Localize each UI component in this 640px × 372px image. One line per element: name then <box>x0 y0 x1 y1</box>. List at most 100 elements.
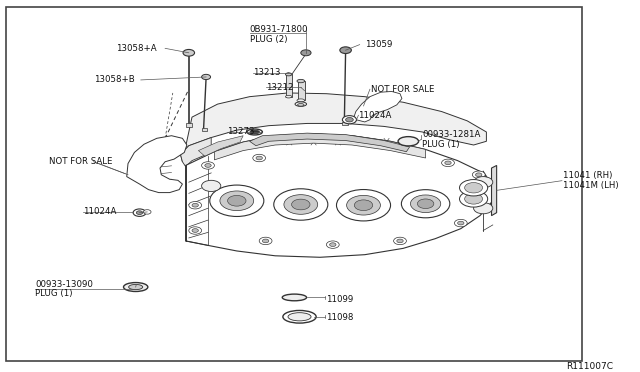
Text: 11041 (RH): 11041 (RH) <box>563 171 612 180</box>
Text: 11024A: 11024A <box>358 111 392 120</box>
Polygon shape <box>180 93 486 162</box>
Ellipse shape <box>285 73 292 76</box>
Circle shape <box>476 173 482 177</box>
Circle shape <box>292 199 310 210</box>
Ellipse shape <box>293 315 306 319</box>
Ellipse shape <box>285 95 292 98</box>
Circle shape <box>454 219 467 227</box>
Polygon shape <box>286 74 292 97</box>
Circle shape <box>143 210 151 214</box>
Circle shape <box>189 227 202 234</box>
Text: 13058+B: 13058+B <box>93 76 134 84</box>
Circle shape <box>301 50 311 56</box>
Text: 00933-13090: 00933-13090 <box>35 280 93 289</box>
Circle shape <box>346 118 353 122</box>
Text: 00933-1281A: 00933-1281A <box>422 130 481 139</box>
Circle shape <box>133 209 146 217</box>
Polygon shape <box>492 166 497 216</box>
Circle shape <box>330 243 336 247</box>
Polygon shape <box>342 122 348 125</box>
Text: R111007C: R111007C <box>566 362 613 371</box>
Circle shape <box>192 229 198 232</box>
Text: 11041M (LH): 11041M (LH) <box>563 182 619 190</box>
Ellipse shape <box>298 103 304 106</box>
Text: 11098: 11098 <box>326 313 354 323</box>
Text: 13059: 13059 <box>365 40 392 49</box>
Circle shape <box>465 194 483 204</box>
Circle shape <box>262 239 269 243</box>
Circle shape <box>220 191 253 211</box>
Circle shape <box>417 199 434 209</box>
Ellipse shape <box>398 137 419 146</box>
Circle shape <box>202 74 211 80</box>
Polygon shape <box>353 92 402 122</box>
Circle shape <box>192 203 198 207</box>
Circle shape <box>474 177 493 188</box>
Circle shape <box>259 237 272 245</box>
Ellipse shape <box>283 311 316 323</box>
Text: 11024A: 11024A <box>83 208 116 217</box>
Text: 13058+A: 13058+A <box>116 44 157 53</box>
Ellipse shape <box>297 99 305 102</box>
Text: NOT FOR SALE: NOT FOR SALE <box>49 157 112 166</box>
Text: PLUG (1): PLUG (1) <box>35 289 73 298</box>
Polygon shape <box>202 128 207 131</box>
Circle shape <box>460 180 488 196</box>
Circle shape <box>189 202 202 209</box>
Circle shape <box>183 49 195 56</box>
Ellipse shape <box>250 130 260 134</box>
Polygon shape <box>214 134 426 160</box>
Text: 13213: 13213 <box>253 68 280 77</box>
Circle shape <box>347 195 380 215</box>
Circle shape <box>136 211 143 215</box>
Ellipse shape <box>288 313 311 321</box>
Circle shape <box>202 162 214 169</box>
Text: 0B931-71800: 0B931-71800 <box>250 25 308 34</box>
Circle shape <box>253 154 266 162</box>
Text: 13212: 13212 <box>266 83 293 92</box>
Circle shape <box>228 195 246 206</box>
Circle shape <box>284 195 317 214</box>
Circle shape <box>340 47 351 54</box>
Text: 13273: 13273 <box>227 128 255 137</box>
Polygon shape <box>186 124 192 127</box>
Circle shape <box>460 191 488 207</box>
Circle shape <box>458 221 464 225</box>
Circle shape <box>256 156 262 160</box>
Polygon shape <box>198 136 243 156</box>
Ellipse shape <box>295 102 307 106</box>
Circle shape <box>445 161 451 165</box>
Circle shape <box>476 196 482 200</box>
Ellipse shape <box>124 283 148 292</box>
Circle shape <box>205 164 211 167</box>
Circle shape <box>410 195 441 212</box>
Circle shape <box>342 116 356 124</box>
Polygon shape <box>186 134 493 257</box>
Circle shape <box>472 171 485 179</box>
Text: 11099: 11099 <box>326 295 354 304</box>
Circle shape <box>474 203 493 214</box>
Ellipse shape <box>403 139 414 144</box>
Ellipse shape <box>247 129 262 135</box>
Circle shape <box>394 237 406 245</box>
Circle shape <box>401 190 450 218</box>
Text: PLUG (1): PLUG (1) <box>422 140 460 149</box>
Circle shape <box>326 241 339 248</box>
Circle shape <box>274 189 328 220</box>
Ellipse shape <box>287 295 303 299</box>
Ellipse shape <box>129 285 143 290</box>
Circle shape <box>337 189 390 221</box>
Circle shape <box>397 239 403 243</box>
Polygon shape <box>127 136 187 193</box>
Circle shape <box>442 159 454 167</box>
Polygon shape <box>298 81 305 100</box>
Text: NOT FOR SALE: NOT FOR SALE <box>371 85 435 94</box>
Ellipse shape <box>297 79 305 83</box>
Circle shape <box>202 180 221 192</box>
Polygon shape <box>180 138 211 167</box>
Circle shape <box>472 194 485 202</box>
Text: PLUG (2): PLUG (2) <box>250 35 287 44</box>
Circle shape <box>465 183 483 193</box>
Circle shape <box>210 185 264 217</box>
Circle shape <box>355 200 372 211</box>
